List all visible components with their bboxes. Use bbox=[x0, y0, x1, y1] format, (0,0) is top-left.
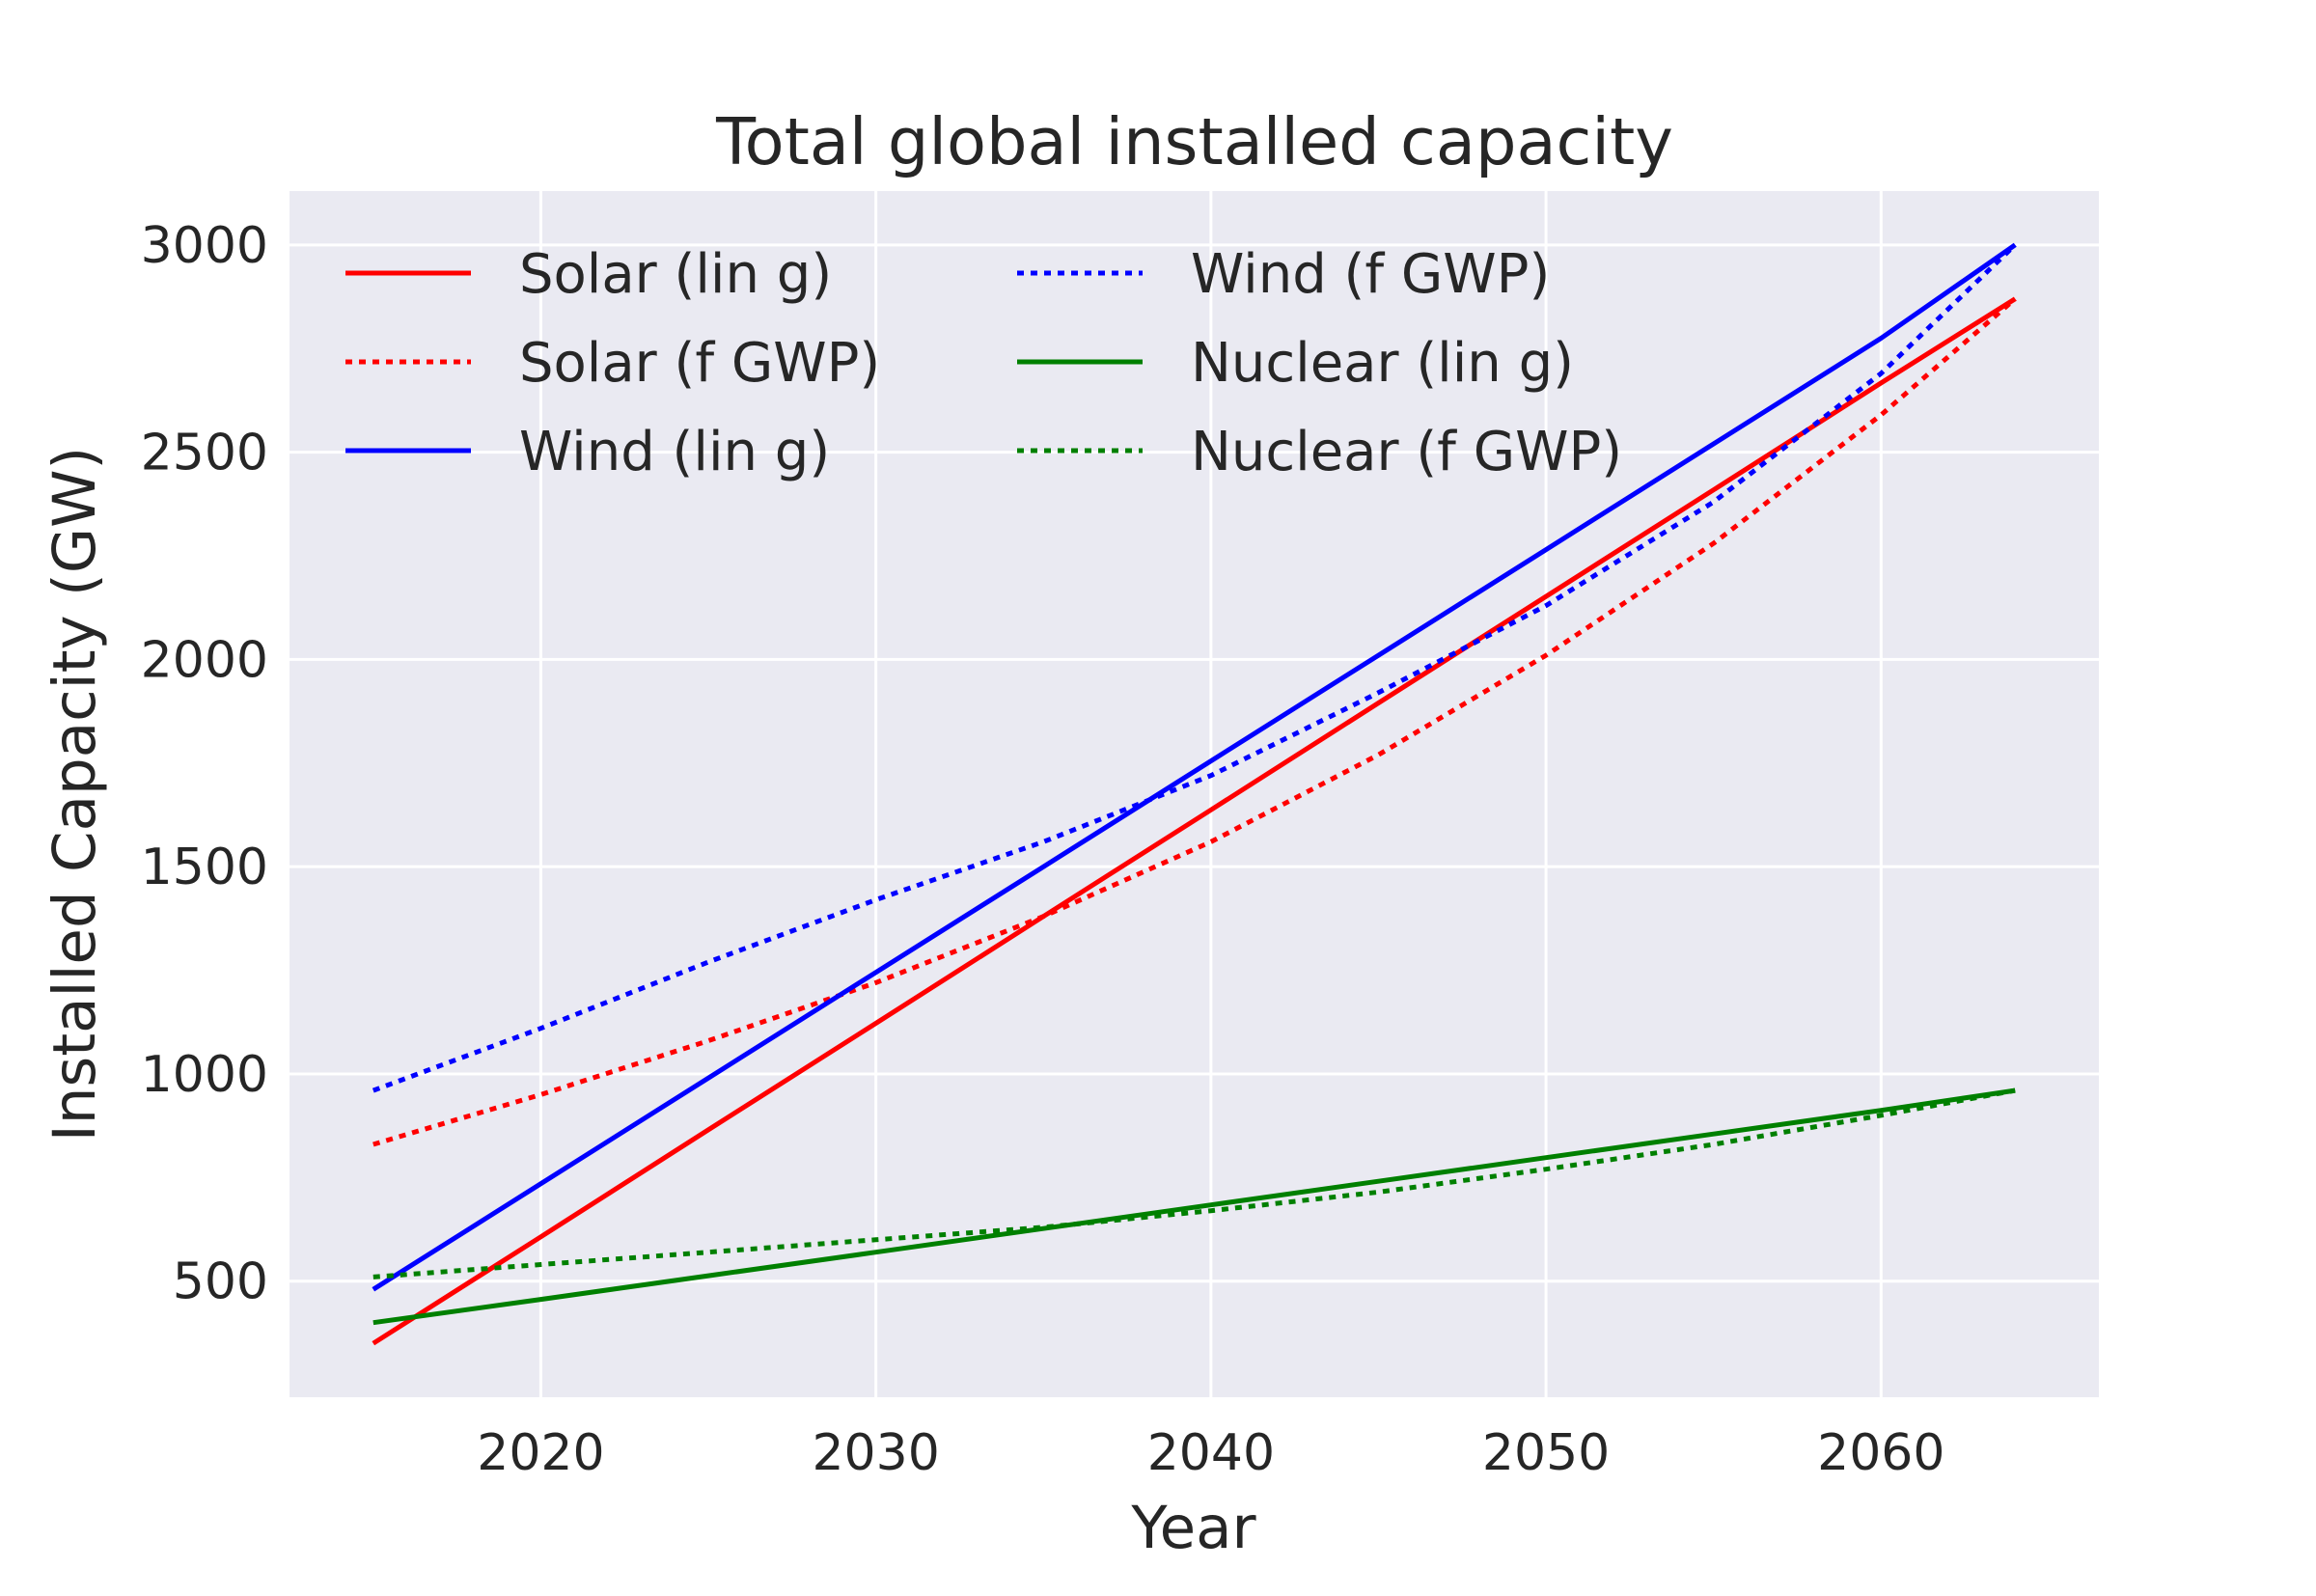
series-line-nuclear-f-gwp bbox=[372, 1087, 2016, 1280]
y-tick-label: 3000 bbox=[141, 217, 268, 275]
y-tick-label: 2000 bbox=[141, 631, 268, 689]
x-tick-label: 2060 bbox=[1817, 1424, 1944, 1482]
y-tick-label: 1500 bbox=[141, 839, 268, 896]
legend-label: Solar (f GWP) bbox=[519, 332, 880, 395]
series-lines bbox=[372, 242, 2017, 1346]
y-tick-label: 1000 bbox=[141, 1046, 268, 1104]
series-line-solar-lin-g bbox=[372, 296, 2017, 1346]
chart-title: Total global installed capacity bbox=[715, 104, 1673, 179]
legend-label: Nuclear (f GWP) bbox=[1191, 421, 1622, 483]
y-axis-label: Installed Capacity (GW) bbox=[41, 447, 109, 1142]
series-line-wind-lin-g bbox=[372, 242, 2017, 1292]
legend-label: Nuclear (lin g) bbox=[1191, 332, 1574, 395]
series-line-nuclear-lin-g bbox=[372, 1087, 2016, 1326]
x-tick-label: 2020 bbox=[477, 1424, 604, 1482]
series-line-solar-f-gwp bbox=[372, 296, 2017, 1147]
x-axis-label: Year bbox=[1130, 1494, 1256, 1562]
y-tick-label: 500 bbox=[173, 1253, 268, 1311]
grid-lines bbox=[290, 191, 2099, 1397]
legend-label: Wind (lin g) bbox=[519, 421, 830, 483]
series-line-wind-f-gwp bbox=[372, 242, 2017, 1093]
legend: Solar (lin g) Solar (f GWP) Wind (lin g) Wi… bbox=[345, 243, 1622, 483]
x-tick-label: 2040 bbox=[1147, 1424, 1275, 1482]
x-tick-label: 2050 bbox=[1482, 1424, 1610, 1482]
y-tick-label: 2500 bbox=[141, 425, 268, 482]
tick-labels: 2020 2030 2040 2050 2060 500 1000 1500 2000 2500 3… bbox=[141, 217, 1945, 1482]
legend-label: Solar (lin g) bbox=[519, 243, 832, 306]
x-tick-label: 2030 bbox=[812, 1424, 939, 1482]
legend-label: Wind (f GWP) bbox=[1191, 243, 1550, 306]
